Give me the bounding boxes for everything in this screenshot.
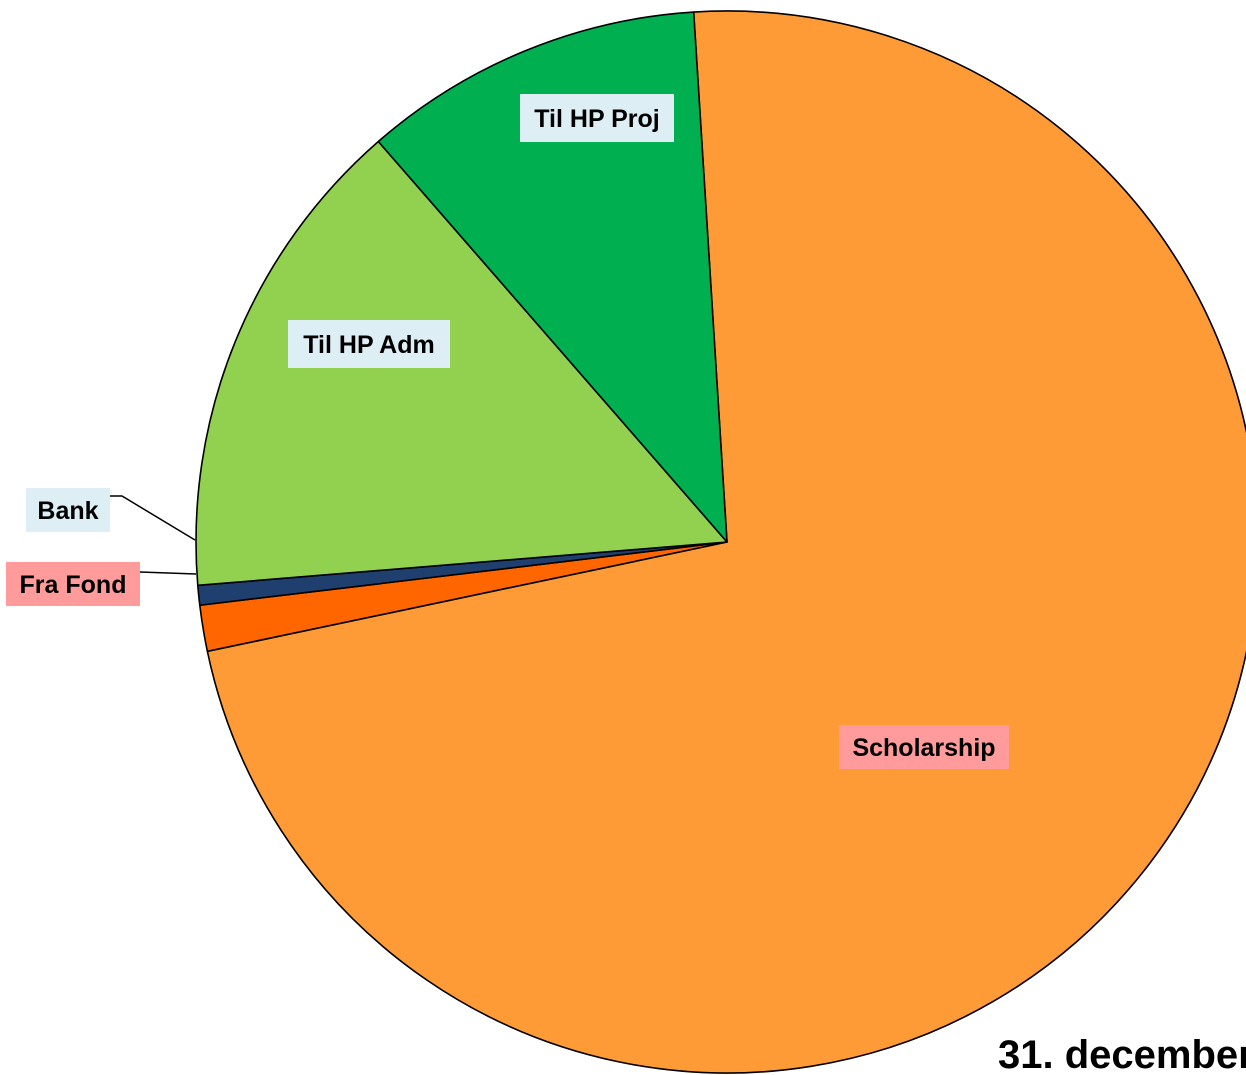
slice-label-til-hp-adm: Til HP Adm — [303, 331, 435, 359]
slice-labels: Scholarship Fra Fond Bank Til HP Adm Til HP … — [6, 94, 1009, 769]
slice-label-scholarship: Scholarship — [852, 734, 995, 762]
pie-slice-scholarship — [206, 10, 1246, 1074]
slice-label-fra-fond: Fra Fond — [20, 571, 127, 599]
slice-label-bank: Bank — [37, 497, 98, 525]
pie-slice-til-hp-adm — [195, 140, 728, 587]
leader-line-bank — [110, 495, 196, 541]
slice-label-bg-scholarship — [839, 725, 1009, 769]
leader-line-fra-fond — [139, 571, 197, 575]
pie-slice-til-hp-proj — [377, 11, 728, 543]
slice-label-til-hp-proj: Til HP Proj — [534, 105, 660, 133]
slice-label-bg-til-hp-proj — [520, 94, 674, 142]
slice-label-bg-bank — [26, 488, 110, 532]
pie-slices — [195, 10, 1246, 1074]
slice-label-bg-til-hp-adm — [288, 320, 450, 368]
slice-label-bg-fra-fond — [6, 562, 140, 606]
date-annotation: 31. december — [998, 1033, 1246, 1075]
leader-lines — [110, 495, 197, 575]
